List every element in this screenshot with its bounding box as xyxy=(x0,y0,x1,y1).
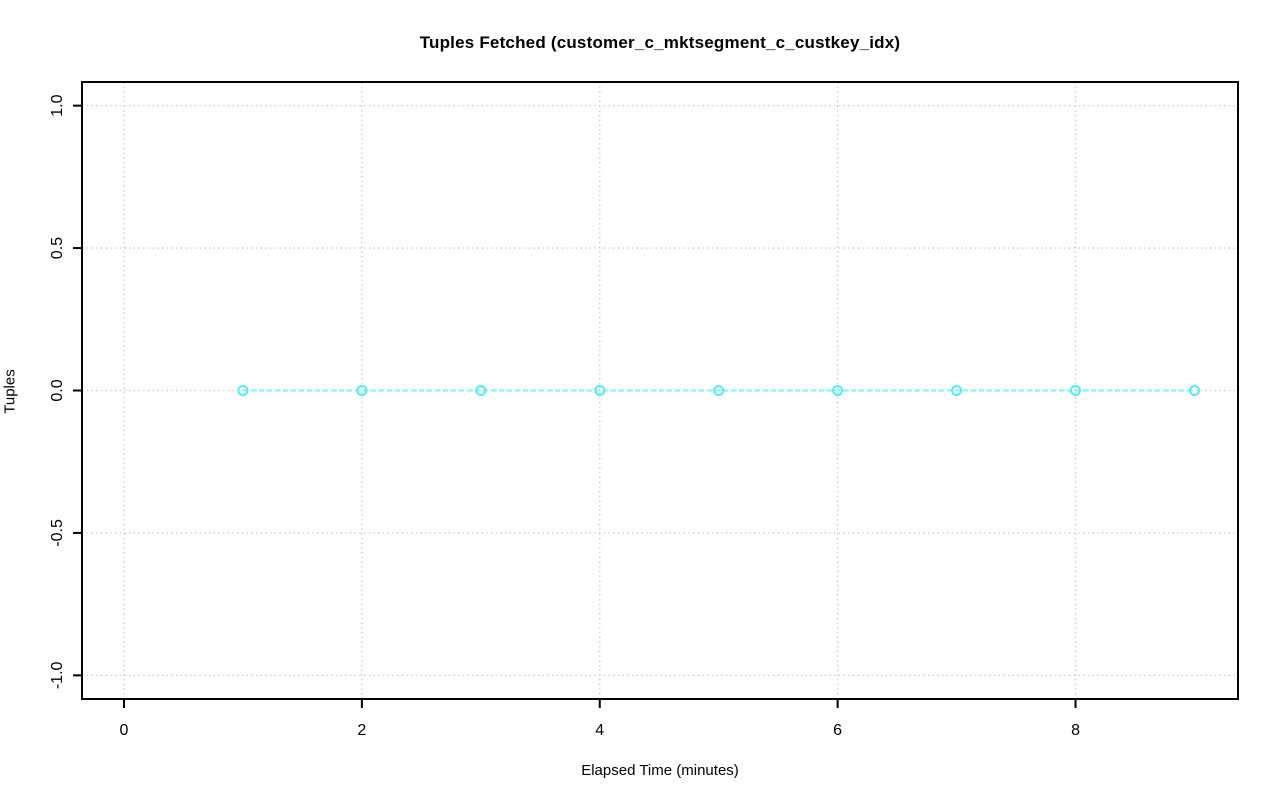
data-point xyxy=(713,385,725,396)
y-tick-label: 0.5 xyxy=(49,237,66,259)
x-tick-label: 4 xyxy=(595,722,604,739)
x-tick-label: 2 xyxy=(357,722,366,739)
data-point xyxy=(594,385,606,396)
data-point xyxy=(1188,385,1200,396)
chart-title: Tuples Fetched (customer_c_mktsegment_c_… xyxy=(419,33,901,52)
data-point xyxy=(237,385,249,396)
y-tick-label: -1.0 xyxy=(49,661,66,689)
x-tick-label: 8 xyxy=(1071,722,1080,739)
x-axis-label: Elapsed Time (minutes) xyxy=(581,762,739,779)
y-tick-label: 0.0 xyxy=(49,379,66,401)
data-point xyxy=(951,385,963,396)
y-tick-label: -0.5 xyxy=(49,519,66,547)
data-point xyxy=(356,385,368,396)
data-point xyxy=(832,385,844,396)
x-tick-label: 6 xyxy=(833,722,842,739)
data-point xyxy=(1070,385,1082,396)
data-point xyxy=(475,385,487,396)
y-tick-label: 1.0 xyxy=(49,94,66,116)
y-axis-label: Tuples xyxy=(1,369,19,414)
x-tick-label: 0 xyxy=(120,722,129,739)
